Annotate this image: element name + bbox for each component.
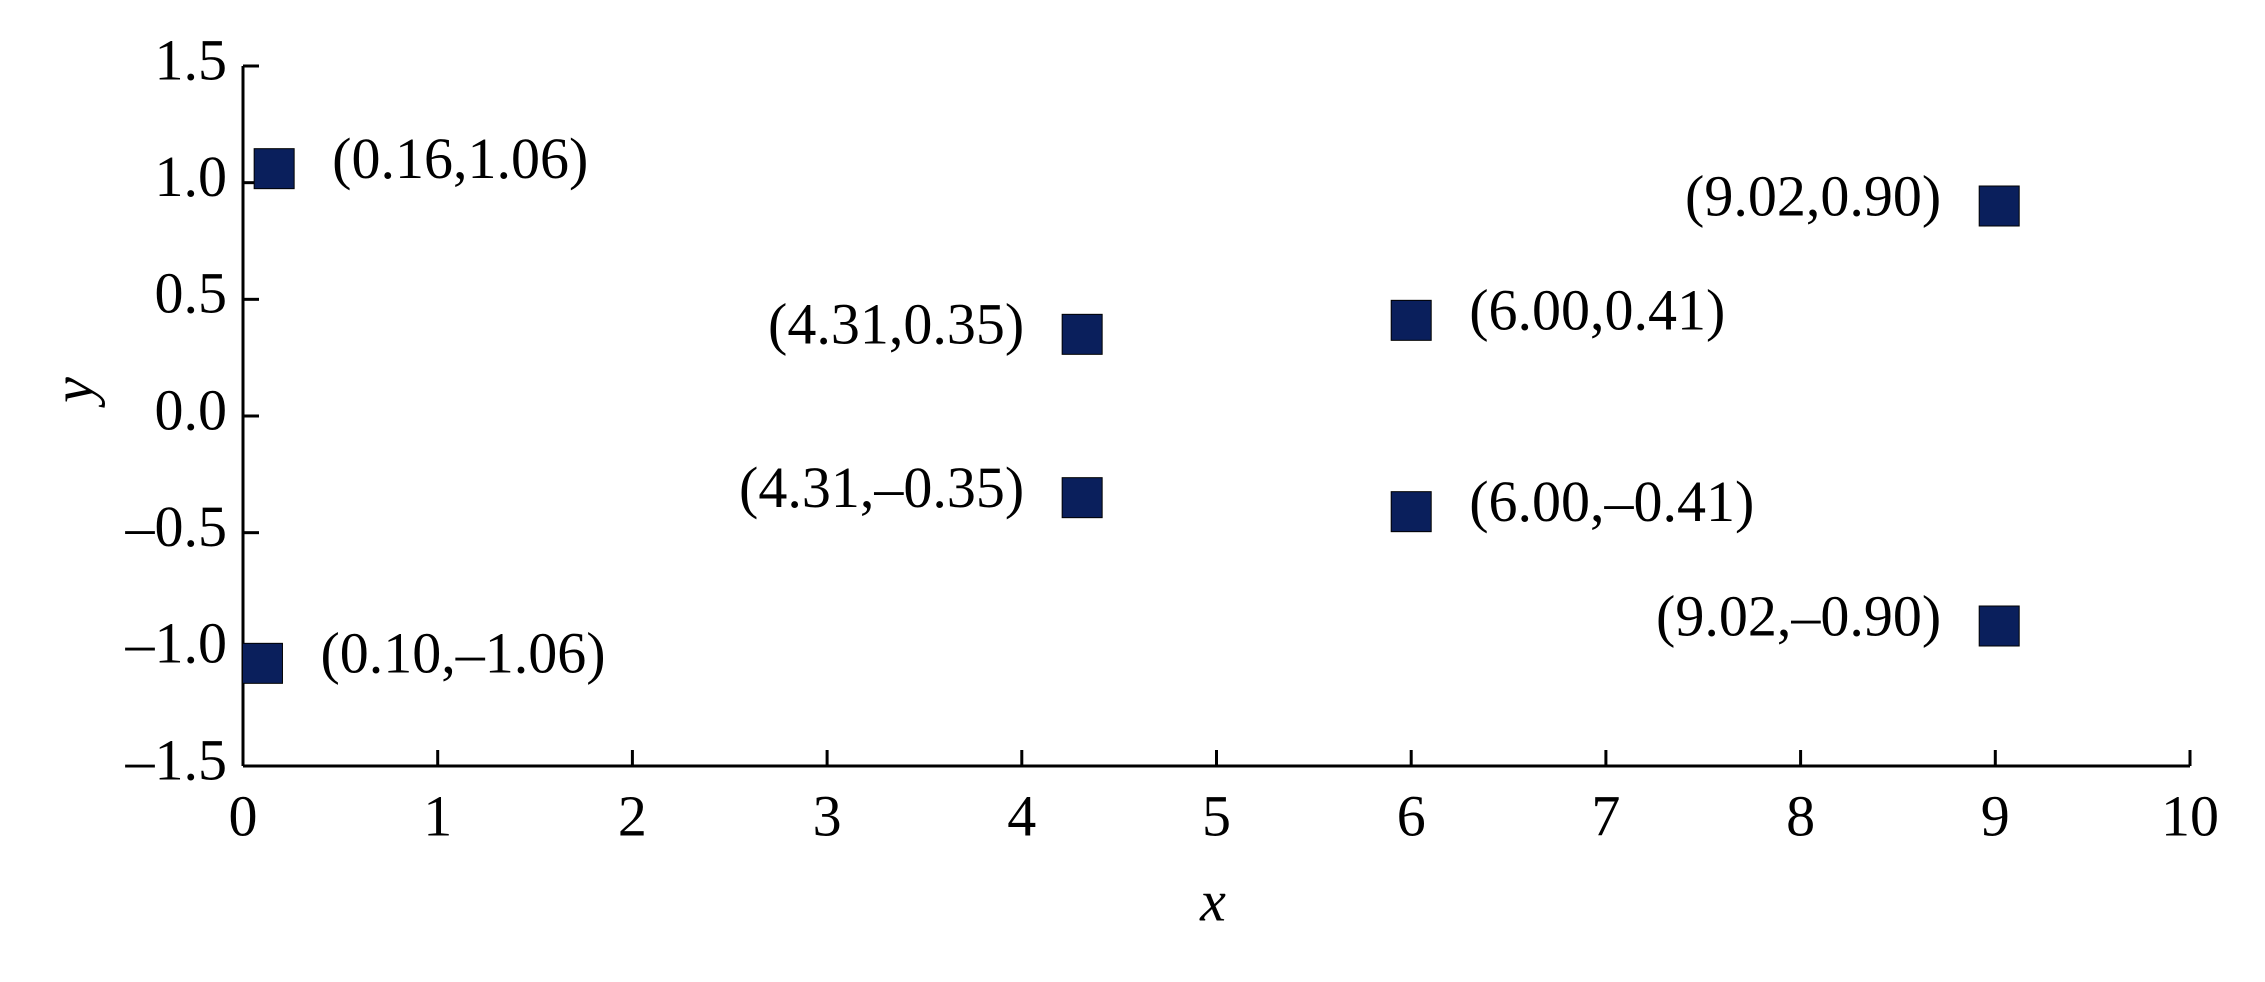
x-tick-label: 4 bbox=[1007, 783, 1036, 848]
x-tick-label: 6 bbox=[1397, 783, 1426, 848]
data-label: (6.00,0.41) bbox=[1469, 278, 1725, 343]
x-tick-label: 5 bbox=[1202, 783, 1231, 848]
x-axis-title: x bbox=[1199, 868, 1226, 933]
y-tick-label: –1.0 bbox=[125, 611, 228, 676]
x-tick-label: 2 bbox=[618, 783, 647, 848]
x-tick-label: 8 bbox=[1786, 783, 1815, 848]
y-axis-title: y bbox=[40, 377, 105, 408]
x-tick-label: 3 bbox=[813, 783, 842, 848]
y-tick-label: –1.5 bbox=[125, 727, 228, 792]
x-tick-label: 10 bbox=[2161, 783, 2219, 848]
data-label: (4.31,0.35) bbox=[768, 292, 1024, 357]
point bbox=[253, 148, 295, 190]
data-label: (9.02,–0.90) bbox=[1656, 583, 1941, 648]
data-label: (6.00,–0.41) bbox=[1469, 469, 1754, 534]
point bbox=[1061, 313, 1103, 355]
y-tick-label: –0.5 bbox=[125, 494, 228, 559]
data-label: (0.10,–1.06) bbox=[320, 621, 605, 686]
x-tick-label: 9 bbox=[1981, 783, 2010, 848]
y-tick-label: 1.5 bbox=[155, 27, 228, 92]
data-label: (9.02,0.90) bbox=[1685, 163, 1941, 228]
point bbox=[1978, 605, 2020, 647]
point bbox=[1390, 299, 1432, 341]
x-tick-label: 1 bbox=[423, 783, 452, 848]
data-label: (4.31,–0.35) bbox=[739, 455, 1024, 520]
point bbox=[1978, 185, 2020, 227]
y-tick-label: 0.0 bbox=[155, 377, 228, 442]
x-tick-label: 7 bbox=[1591, 783, 1620, 848]
y-tick-label: 1.0 bbox=[155, 144, 228, 209]
point bbox=[1390, 491, 1432, 533]
x-tick-label: 0 bbox=[229, 783, 258, 848]
data-label: (0.16,1.06) bbox=[332, 126, 588, 191]
point bbox=[241, 642, 283, 684]
point bbox=[1061, 477, 1103, 519]
y-tick-label: 0.5 bbox=[155, 261, 228, 326]
